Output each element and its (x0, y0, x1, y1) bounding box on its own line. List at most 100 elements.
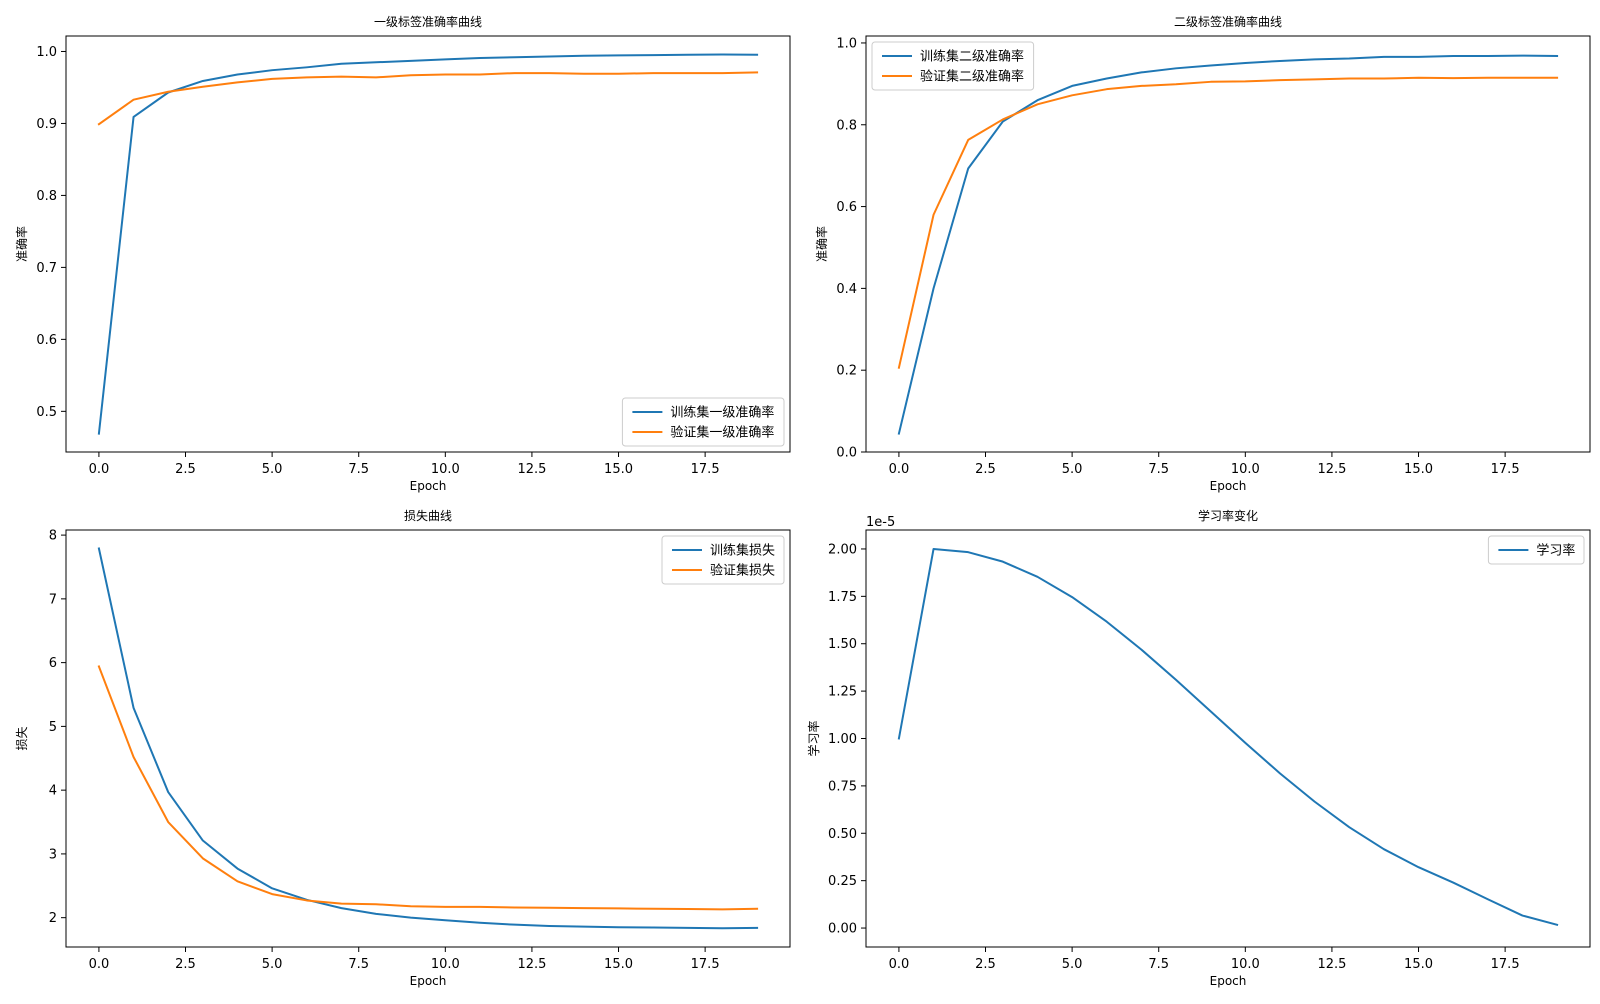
series-line-1 (99, 55, 757, 434)
series-line-1 (899, 549, 1557, 925)
x-tick-label: 12.5 (1317, 957, 1346, 972)
x-tick-label: 7.5 (348, 462, 369, 477)
y-tick-label: 7 (49, 592, 57, 607)
x-tick-label: 2.5 (175, 462, 196, 477)
y-tick-label: 1.0 (36, 45, 57, 60)
x-tick-label: 15.0 (1404, 957, 1433, 972)
legend-label: 验证集二级准确率 (920, 69, 1024, 85)
y-tick-label: 6 (49, 656, 57, 671)
x-axis-label: Epoch (1210, 974, 1247, 988)
x-tick-label: 17.5 (691, 957, 720, 972)
x-axis-label: Epoch (410, 479, 447, 493)
plot-frame (866, 530, 1590, 947)
legend-label: 验证集一级准确率 (670, 425, 774, 441)
y-tick-label: 1.00 (828, 732, 857, 747)
subplot-level1-acc: 0.0 2.5 5.0 7.5 10.0 12.5 15.0 17.5 0.5 0.6 0.7 0.8… (14, 14, 790, 493)
legend-label: 学习率 (1536, 543, 1575, 559)
subplot-loss: 0.0 2.5 5.0 7.5 10.0 12.5 15.0 17.5 2 3 4 5 6 7 8 损失曲线 E… (14, 508, 790, 988)
y-tick-label: 0.0 (836, 446, 857, 461)
x-tick-label: 15.0 (1404, 462, 1433, 477)
series-line-2 (899, 78, 1557, 368)
y-tick-label: 0.5 (36, 405, 57, 420)
chart-title: 学习率变化 (1198, 508, 1258, 523)
y-tick-label: 2 (49, 911, 57, 926)
x-tick-label: 2.5 (175, 957, 196, 972)
y-tick-label: 2.00 (828, 542, 857, 557)
series-line-2 (99, 72, 757, 124)
x-tick-label: 2.5 (975, 462, 996, 477)
y-tick-label: 0.75 (828, 779, 857, 794)
legend-label: 训练集一级准确率 (670, 405, 774, 421)
x-tick-label: 7.5 (1148, 462, 1169, 477)
y-axis-label: 学习率 (806, 720, 821, 756)
y-tick-label: 1.50 (828, 637, 857, 652)
y-tick-label: 0.6 (836, 200, 857, 215)
y-tick-label: 0.50 (828, 827, 857, 842)
y-tick-label: 0.4 (836, 282, 857, 297)
y-tick-label: 3 (49, 847, 57, 862)
series-line-1 (899, 56, 1557, 434)
series-line-1 (99, 548, 757, 928)
y-tick-label: 0.6 (36, 333, 57, 348)
x-tick-label: 2.5 (975, 957, 996, 972)
x-tick-label: 10.0 (431, 957, 460, 972)
axis-offset-text: 1e-5 (866, 515, 895, 530)
x-tick-label: 10.0 (1231, 462, 1260, 477)
y-axis-label: 损失 (14, 726, 29, 750)
legend-label: 训练集二级准确率 (920, 49, 1024, 65)
x-tick-label: 5.0 (262, 957, 283, 972)
x-tick-label: 12.5 (1317, 462, 1346, 477)
y-tick-label: 0.2 (836, 364, 857, 379)
x-tick-label: 7.5 (1148, 957, 1169, 972)
x-tick-label: 7.5 (348, 957, 369, 972)
x-tick-label: 5.0 (262, 462, 283, 477)
y-axis-label: 准确率 (14, 226, 29, 262)
y-tick-label: 0.8 (36, 189, 57, 204)
x-tick-label: 0.0 (89, 462, 110, 477)
y-tick-label: 1.25 (828, 685, 857, 700)
x-tick-label: 15.0 (604, 957, 633, 972)
x-axis-label: Epoch (1210, 479, 1247, 493)
x-tick-label: 0.0 (889, 462, 910, 477)
x-tick-label: 10.0 (431, 462, 460, 477)
y-tick-label: 0.25 (828, 874, 857, 889)
chart-title: 一级标签准确率曲线 (374, 14, 482, 29)
plot-frame (66, 530, 790, 947)
y-tick-label: 0.7 (36, 261, 57, 276)
y-axis-label: 准确率 (814, 226, 829, 262)
y-tick-label: 1.0 (836, 36, 857, 51)
x-tick-label: 5.0 (1062, 462, 1083, 477)
y-tick-label: 4 (49, 784, 57, 799)
x-tick-label: 0.0 (889, 957, 910, 972)
plot-frame (66, 36, 790, 452)
y-tick-label: 8 (49, 529, 57, 544)
legend-label: 验证集损失 (710, 563, 775, 579)
x-axis-label: Epoch (410, 974, 447, 988)
plot-frame (866, 36, 1590, 452)
x-tick-label: 12.5 (517, 462, 546, 477)
series-line-2 (99, 666, 757, 909)
y-tick-label: 0.9 (36, 117, 57, 132)
y-tick-label: 1.75 (828, 590, 857, 605)
chart-title: 损失曲线 (404, 508, 452, 523)
y-tick-label: 5 (49, 720, 57, 735)
legend-label: 训练集损失 (710, 543, 775, 559)
x-tick-label: 15.0 (604, 462, 633, 477)
x-tick-label: 10.0 (1231, 957, 1260, 972)
legend: 学习率 (1488, 536, 1584, 564)
subplot-level2-acc: 0.0 2.5 5.0 7.5 10.0 12.5 15.0 17.5 0.0 0.2 0.4 0.6… (814, 14, 1590, 493)
x-tick-label: 0.0 (89, 957, 110, 972)
x-tick-label: 17.5 (1491, 957, 1520, 972)
chart-title: 二级标签准确率曲线 (1174, 14, 1282, 29)
x-tick-label: 17.5 (691, 462, 720, 477)
x-tick-label: 17.5 (1491, 462, 1520, 477)
x-tick-label: 12.5 (517, 957, 546, 972)
y-tick-label: 0.8 (836, 118, 857, 133)
x-tick-label: 5.0 (1062, 957, 1083, 972)
